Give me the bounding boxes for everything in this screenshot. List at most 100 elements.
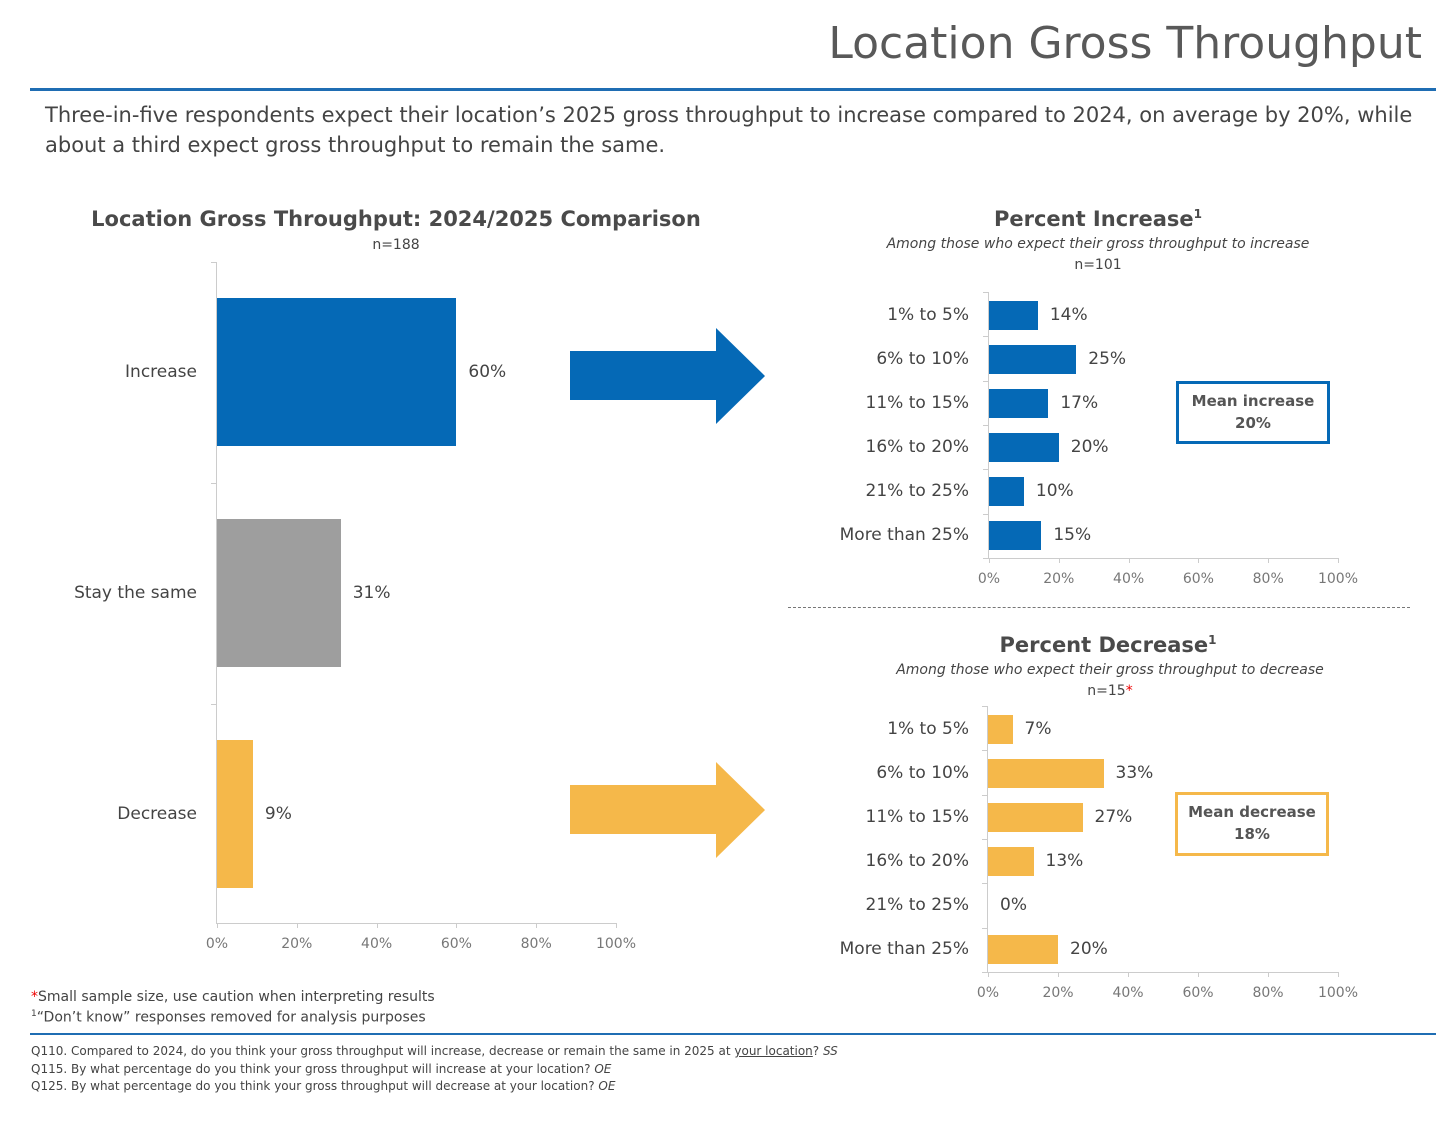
chart2-category-label: 6% to 10% [876, 349, 969, 369]
question-q115: Q115. By what percentage do you think yo… [31, 1062, 611, 1076]
chart3-title-text: Percent Decrease [999, 633, 1209, 657]
q115-type: OE [594, 1062, 612, 1076]
chart3-tick-label: 100% [1317, 985, 1359, 1001]
chart1-x-axis [216, 923, 616, 924]
q110-post: ? [812, 1044, 823, 1058]
chart2-value-label: 15% [1053, 525, 1092, 545]
footnote-small-sample: *Small sample size, use caution when int… [31, 989, 435, 1005]
mean-increase-value: 20% [1235, 414, 1271, 432]
chart3-bar [988, 802, 1083, 832]
chart1-bar [217, 519, 341, 667]
chart2-tick-label: 60% [1182, 571, 1214, 587]
chart3-title: Percent Decrease1 [910, 633, 1306, 657]
chart2-tick-mark [989, 558, 990, 563]
footnote-sup: 1 [31, 1009, 37, 1019]
chart3-tick-label: 80% [1252, 985, 1284, 1001]
chart2-value-label: 25% [1088, 349, 1127, 369]
q110-underlined: your location [734, 1044, 813, 1058]
chart2-tick-mark [1058, 558, 1060, 563]
chart2-x-axis [988, 558, 1338, 559]
chart3-y-axis [987, 706, 988, 972]
chart3-value-label: 7% [1024, 719, 1052, 739]
chart2-y-tick [983, 292, 988, 293]
small-sample-marker: * [1125, 683, 1133, 699]
page-title: Location Gross Throughput [828, 18, 1422, 69]
q115-text: Q115. By what percentage do you think yo… [31, 1062, 595, 1076]
chart2-category-label: 16% to 20% [865, 437, 969, 457]
chart3-category-label: More than 25% [839, 939, 969, 959]
chart3-bar [988, 758, 1104, 788]
q110-type: SS [822, 1044, 838, 1058]
chart3-tick-mark [988, 972, 989, 977]
chart1-tick-mark [616, 923, 617, 928]
chart2-category-label: 21% to 25% [865, 481, 969, 501]
chart2-category-label: More than 25% [839, 525, 969, 545]
chart3-category-label: 16% to 20% [865, 851, 969, 871]
chart2-y-tick [983, 469, 988, 471]
chart2-y-tick [983, 425, 988, 426]
footnote-small-sample-text: Small sample size, use caution when inte… [38, 989, 435, 1005]
yellow-arrow-icon [570, 762, 765, 858]
chart1-category-label: Stay the same [74, 583, 197, 603]
chart3-value-label: 13% [1045, 851, 1084, 871]
chart1-tick-mark [296, 923, 298, 928]
chart3-tick-label: 20% [1042, 985, 1074, 1001]
chart2-bar [989, 476, 1024, 506]
chart1-category-label: Increase [125, 362, 197, 382]
question-q125: Q125. By what percentage do you think yo… [31, 1079, 615, 1093]
chart2-tick-mark [1338, 558, 1339, 563]
chart3-tick-mark [1058, 972, 1059, 977]
chart3-y-tick [982, 706, 987, 707]
chart1-y-tick [211, 482, 216, 484]
chart2-bar [989, 432, 1059, 462]
chart2-bar [989, 300, 1038, 330]
q125-type: OE [598, 1079, 616, 1093]
chart1-value-label: 9% [264, 804, 292, 824]
chart3-bar [988, 846, 1034, 876]
chart3-category-label: 6% to 10% [876, 763, 969, 783]
chart2-bar [989, 388, 1049, 418]
chart3-y-tick [982, 883, 987, 885]
question-q110: Q110. Compared to 2024, do you think you… [31, 1044, 838, 1058]
chart2-value-label: 14% [1049, 305, 1088, 325]
chart3-y-tick [982, 794, 987, 796]
chart1-tick-mark [376, 923, 378, 928]
footnote-marker: * [31, 989, 38, 1005]
chart3-title-sup: 1 [1208, 633, 1217, 647]
chart2-y-tick [983, 380, 988, 382]
chart2-title: Percent Increase1 [900, 207, 1296, 231]
chart1-bar [217, 740, 253, 888]
chart1-tick-label: 100% [595, 936, 637, 952]
chart2-title-sup: 1 [1193, 207, 1203, 221]
q125-text: Q125. By what percentage do you think yo… [31, 1079, 599, 1093]
chart3-bar [988, 714, 1013, 744]
chart3-value-label: 20% [1070, 939, 1108, 959]
chart2-tick-label: 20% [1043, 571, 1075, 587]
chart2-value-label: 20% [1070, 437, 1109, 457]
chart1-tick-label: 20% [281, 936, 313, 952]
chart3-tick-label: 60% [1182, 985, 1214, 1001]
chart3-y-tick [982, 927, 987, 929]
chart3-tick-label: 0% [976, 985, 1000, 1001]
chart2-y-tick [983, 336, 988, 338]
chart3-subtitle: Among those who expect their gross throu… [872, 662, 1348, 678]
footnote-dont-know: 1“Don’t know” responses removed for anal… [31, 1009, 426, 1026]
footer-rule [30, 1033, 1436, 1035]
chart3-y-tick [982, 839, 987, 840]
q110-text: Q110. Compared to 2024, do you think you… [31, 1044, 735, 1058]
chart2-bar [989, 520, 1042, 550]
mean-increase-box: Mean increase 20% [1176, 381, 1330, 444]
chart3-y-tick [982, 972, 987, 973]
chart1-value-label: 31% [352, 583, 391, 603]
chart2-tick-mark [1198, 558, 1200, 563]
chart2-n: n=101 [1074, 257, 1122, 273]
chart1-tick-mark [217, 923, 218, 928]
chart2-y-tick [983, 513, 988, 515]
chart3-n-text: n=15 [1087, 683, 1126, 699]
chart1-category-label: Decrease [117, 804, 197, 824]
mean-increase-label: Mean increase [1191, 392, 1315, 410]
chart2-value-label: 10% [1035, 481, 1074, 501]
chart3-tick-mark [1198, 972, 1199, 977]
chart1-y-tick [211, 703, 216, 705]
chart3-tick-mark [1128, 972, 1129, 977]
